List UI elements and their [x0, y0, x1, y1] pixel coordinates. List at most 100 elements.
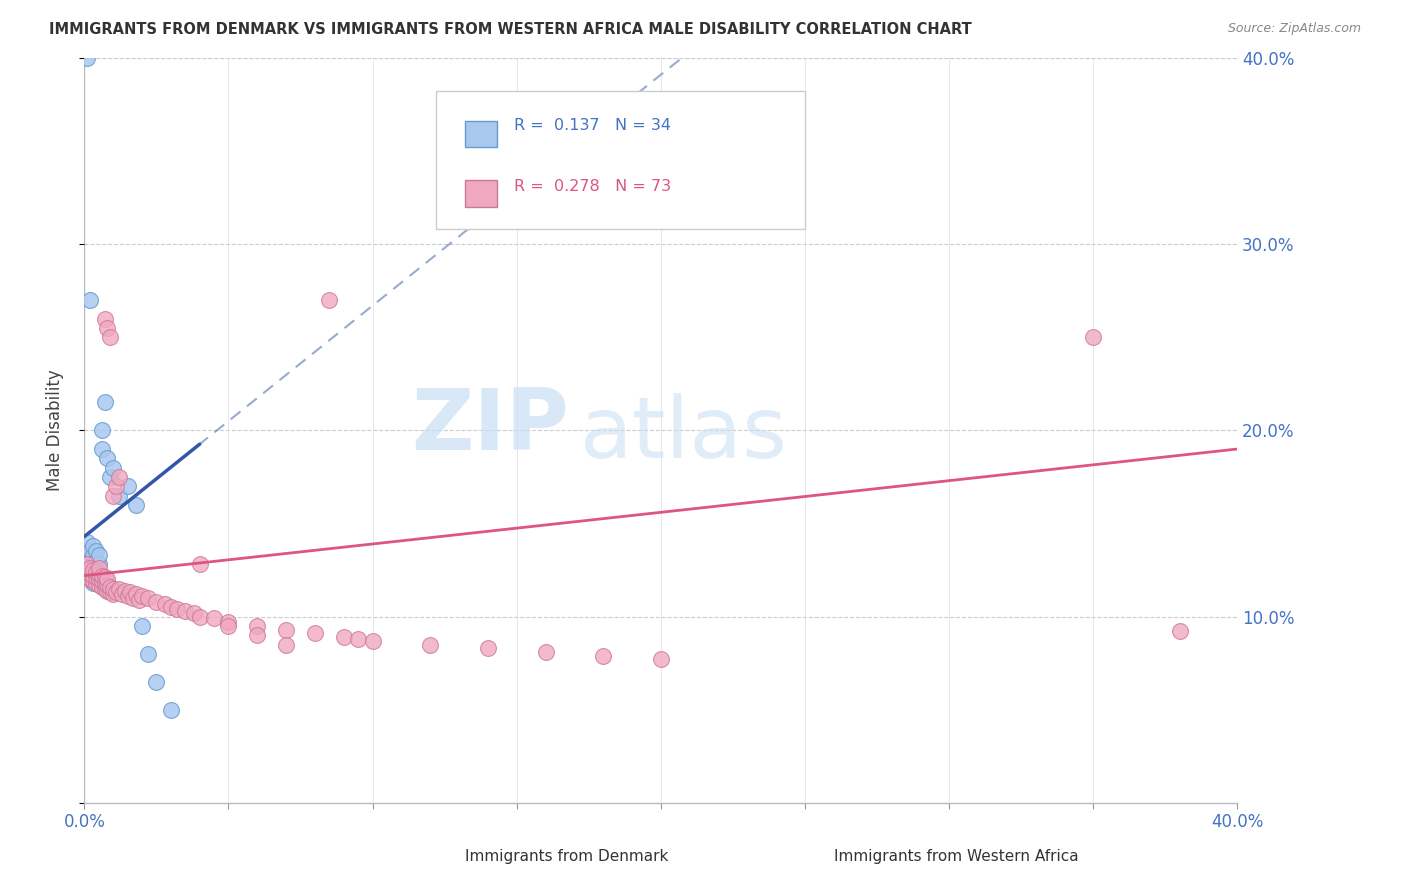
- Point: [160, 600, 183, 615]
- Point: [84, 573, 107, 587]
- Point: [131, 589, 153, 603]
- Bar: [465, 180, 498, 207]
- Point: [347, 632, 370, 646]
- Bar: [787, 846, 825, 870]
- Point: [76, 554, 98, 568]
- Point: [76, 558, 98, 572]
- Point: [145, 674, 167, 689]
- Point: [96, 321, 118, 335]
- Text: atlas: atlas: [581, 392, 789, 475]
- Point: [103, 587, 124, 601]
- Text: ZIP: ZIP: [411, 385, 568, 468]
- Point: [103, 489, 124, 503]
- Point: [103, 582, 124, 596]
- Point: [98, 580, 121, 594]
- Point: [218, 619, 240, 633]
- Point: [82, 563, 104, 577]
- Point: [117, 479, 139, 493]
- Point: [96, 451, 118, 466]
- Point: [276, 623, 298, 637]
- Point: [76, 563, 98, 577]
- Point: [79, 544, 101, 558]
- Point: [79, 293, 101, 307]
- Point: [84, 544, 107, 558]
- Text: Immigrants from Denmark: Immigrants from Denmark: [465, 849, 668, 864]
- Point: [82, 548, 104, 562]
- Point: [534, 645, 557, 659]
- Point: [125, 587, 148, 601]
- Point: [90, 574, 112, 589]
- Point: [84, 576, 107, 591]
- Point: [136, 591, 159, 605]
- Point: [246, 619, 269, 633]
- Point: [90, 442, 112, 456]
- Point: [93, 576, 115, 591]
- Point: [93, 582, 115, 596]
- Point: [96, 578, 118, 592]
- Point: [82, 568, 104, 582]
- Point: [111, 587, 134, 601]
- Point: [87, 566, 110, 581]
- Point: [93, 570, 115, 584]
- Point: [79, 566, 101, 581]
- Point: [87, 568, 110, 582]
- Point: [218, 615, 240, 630]
- Point: [122, 591, 145, 605]
- Point: [1083, 330, 1105, 344]
- Point: [477, 641, 499, 656]
- Point: [82, 576, 104, 591]
- Point: [105, 585, 128, 599]
- Point: [108, 489, 131, 503]
- Point: [82, 539, 104, 553]
- Point: [79, 554, 101, 568]
- Point: [304, 626, 326, 640]
- Point: [108, 582, 131, 596]
- Point: [79, 561, 101, 575]
- Point: [82, 568, 104, 582]
- Point: [120, 585, 142, 599]
- Point: [318, 293, 340, 307]
- Point: [160, 703, 183, 717]
- Point: [87, 548, 110, 562]
- Point: [87, 558, 110, 572]
- Point: [82, 558, 104, 572]
- Point: [128, 592, 150, 607]
- Point: [87, 561, 110, 575]
- Point: [333, 630, 356, 644]
- Point: [108, 470, 131, 484]
- Point: [103, 460, 124, 475]
- Point: [174, 604, 197, 618]
- Point: [361, 633, 384, 648]
- Point: [153, 597, 176, 611]
- Point: [84, 554, 107, 568]
- Point: [84, 565, 107, 579]
- Point: [136, 647, 159, 661]
- Point: [117, 589, 139, 603]
- Point: [592, 648, 614, 663]
- Bar: [419, 846, 457, 870]
- Point: [90, 568, 112, 582]
- Point: [79, 573, 101, 587]
- Point: [87, 578, 110, 592]
- Point: [188, 609, 211, 624]
- Point: [188, 558, 211, 572]
- Text: Source: ZipAtlas.com: Source: ZipAtlas.com: [1227, 22, 1361, 36]
- Point: [114, 583, 136, 598]
- Point: [650, 652, 672, 666]
- Point: [79, 563, 101, 577]
- Point: [276, 638, 298, 652]
- Text: Immigrants from Western Africa: Immigrants from Western Africa: [834, 849, 1078, 864]
- Point: [202, 611, 225, 625]
- Bar: [465, 120, 498, 147]
- Point: [183, 606, 205, 620]
- Point: [93, 395, 115, 409]
- Point: [84, 570, 107, 584]
- Point: [76, 568, 98, 582]
- Point: [90, 423, 112, 437]
- Point: [79, 573, 101, 587]
- Point: [166, 602, 188, 616]
- Point: [419, 638, 441, 652]
- Point: [246, 628, 269, 642]
- Point: [96, 583, 118, 598]
- Point: [98, 330, 121, 344]
